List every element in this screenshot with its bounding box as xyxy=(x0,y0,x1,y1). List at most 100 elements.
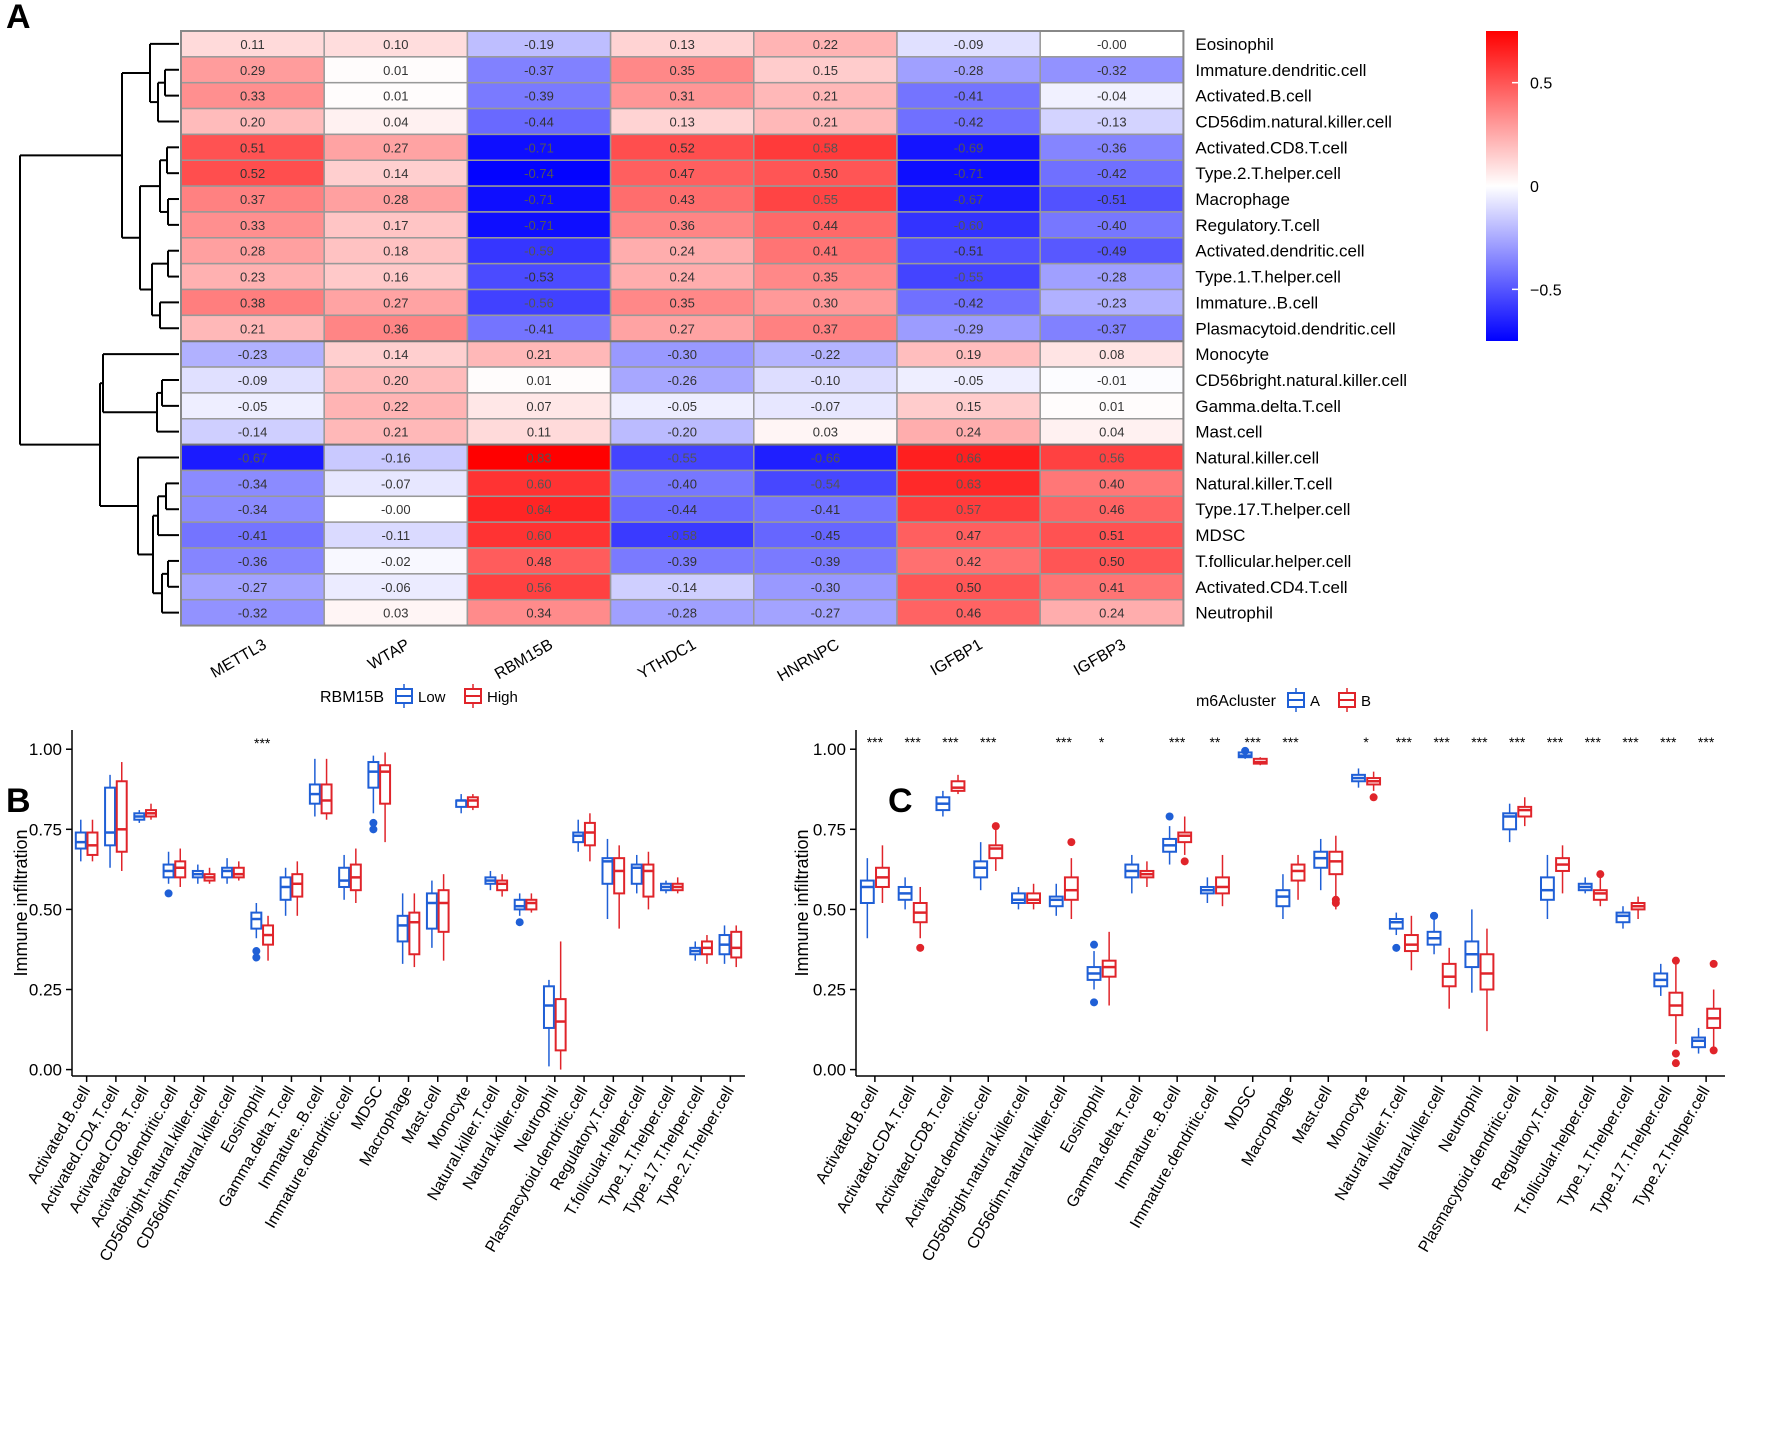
box-iqr xyxy=(1290,863,1306,882)
heatmap-cell-value: -0.28 xyxy=(954,63,984,78)
heatmap-cell-value: -0.36 xyxy=(1097,140,1127,155)
significance-mark: *** xyxy=(942,734,959,750)
heatmap-cell-value: 0.47 xyxy=(670,166,695,181)
heatmap-cell xyxy=(753,288,898,317)
heatmap-cell-value: -0.42 xyxy=(954,114,984,129)
heatmap-cell-value: -0.71 xyxy=(524,140,554,155)
heatmap-cell xyxy=(896,288,1041,317)
box-outlier xyxy=(515,918,524,927)
panel-label-a: A xyxy=(6,0,31,36)
x-tick-label: MDSC xyxy=(1222,1084,1260,1133)
box-iqr xyxy=(174,860,187,879)
box-iqr xyxy=(554,998,567,1052)
heatmap-cell-value: -0.34 xyxy=(238,502,268,517)
heatmap-cell xyxy=(609,314,755,342)
box-iqr xyxy=(542,985,555,1029)
colorbar-tick-label: 0 xyxy=(1530,179,1539,196)
heatmap-cell xyxy=(1039,366,1185,394)
significance-mark: *** xyxy=(1169,734,1186,750)
heatmap-cell-value: -0.67 xyxy=(954,192,984,207)
heatmap-cell-value: 0.15 xyxy=(956,399,981,414)
significance-mark: *** xyxy=(904,734,921,750)
heatmap-row-label: CD56bright.natural.killer.cell xyxy=(1195,371,1407,390)
heatmap-cell-value: 0.34 xyxy=(526,606,551,621)
heatmap-cell-value: -0.20 xyxy=(667,425,697,440)
heatmap-row-label: Activated.B.cell xyxy=(1195,87,1311,106)
heatmap-cell-value: 0.29 xyxy=(240,63,265,78)
heatmap-row-label: MDSC xyxy=(1195,526,1245,545)
heatmap-cell xyxy=(896,598,1041,627)
box-outlier xyxy=(1165,812,1174,821)
significance-mark: *** xyxy=(1660,734,1677,750)
heatmap-cell-value: 0.28 xyxy=(383,192,408,207)
box-iqr xyxy=(496,879,509,892)
significance-mark: * xyxy=(1363,734,1369,750)
heatmap-cell-value: 0.01 xyxy=(1099,399,1124,414)
heatmap-cell-value: 0.18 xyxy=(383,244,408,259)
box-iqr xyxy=(513,898,526,911)
heatmap-cell-value: -0.39 xyxy=(667,554,697,569)
box-iqr xyxy=(320,783,333,815)
box-iqr xyxy=(1441,962,1457,988)
heatmap-cell xyxy=(1039,185,1185,213)
heatmap-cell-value: 0.01 xyxy=(383,89,408,104)
heatmap-cell-value: 0.10 xyxy=(383,37,408,52)
box-iqr xyxy=(1026,892,1042,905)
box-outlier xyxy=(1331,895,1340,904)
heatmap-cell-value: -0.30 xyxy=(811,580,841,595)
heatmap-cell xyxy=(609,469,755,498)
heatmap-cell xyxy=(180,133,325,161)
heatmap-cell-value: -0.71 xyxy=(954,166,984,181)
box-outlier xyxy=(1671,1059,1680,1068)
heatmap-cell-value: -0.05 xyxy=(238,399,268,414)
box-outlier xyxy=(164,889,173,898)
heatmap-cell-value: 0.36 xyxy=(383,321,408,336)
heatmap-cell xyxy=(896,521,1041,549)
box-iqr xyxy=(950,780,966,792)
heatmap-cell-value: 0.24 xyxy=(670,244,695,259)
heatmap-row-label: Activated.dendritic.cell xyxy=(1195,242,1364,261)
heatmap-cell-value: 0.24 xyxy=(670,270,695,285)
box-outlier xyxy=(1067,838,1076,847)
heatmap-cell-value: -0.67 xyxy=(238,451,268,466)
box-iqr xyxy=(338,866,351,888)
heatmap-cell-value: 0.60 xyxy=(526,476,551,491)
heatmap-cell-value: 0.27 xyxy=(383,295,408,310)
heatmap-cell-value: 0.55 xyxy=(813,192,838,207)
heatmap-cell-value: 0.35 xyxy=(670,295,695,310)
heatmap-cell-value: -0.55 xyxy=(667,451,697,466)
heatmap-cell xyxy=(180,495,325,523)
heatmap-cell-value: -0.41 xyxy=(954,89,984,104)
heatmap-cell-value: 0.27 xyxy=(670,321,695,336)
heatmap-cell-value: 0.15 xyxy=(813,63,838,78)
heatmap-cell xyxy=(1039,598,1185,627)
heatmap-cell-value: -0.41 xyxy=(524,321,554,336)
heatmap-cell xyxy=(1039,547,1185,575)
y-tick-label: 1.00 xyxy=(813,740,846,759)
heatmap-cell xyxy=(323,81,469,110)
box-outlier xyxy=(252,953,261,962)
heatmap-cell-value: -0.44 xyxy=(667,502,697,517)
significance-mark: *** xyxy=(1547,734,1564,750)
box-iqr xyxy=(1592,889,1608,901)
heatmap-cell-value: 0.17 xyxy=(383,218,408,233)
box-iqr xyxy=(104,786,117,847)
heatmap-cell-value: 0.01 xyxy=(526,373,551,388)
box-iqr xyxy=(1063,876,1079,901)
heatmap-cell-value: -0.04 xyxy=(1097,89,1127,104)
panel-label-b: B xyxy=(6,782,31,820)
heatmap-cell-value: -0.14 xyxy=(667,580,697,595)
heatmap-cell-value: -0.42 xyxy=(1097,166,1127,181)
box-iqr xyxy=(1313,850,1329,869)
heatmap-cell xyxy=(753,495,898,523)
box-iqr xyxy=(408,911,421,956)
box-iqr xyxy=(1215,876,1230,895)
box-iqr xyxy=(1388,918,1404,930)
heatmap-cell xyxy=(466,81,612,110)
heatmap-cell-value: -0.71 xyxy=(524,218,554,233)
heatmap-cell xyxy=(323,288,469,317)
heatmap-cell xyxy=(466,495,612,523)
heatmap-cell-value: -0.41 xyxy=(811,502,841,517)
heatmap-row-label: Macrophage xyxy=(1195,190,1290,209)
heatmap-cell-value: 0.30 xyxy=(813,295,838,310)
